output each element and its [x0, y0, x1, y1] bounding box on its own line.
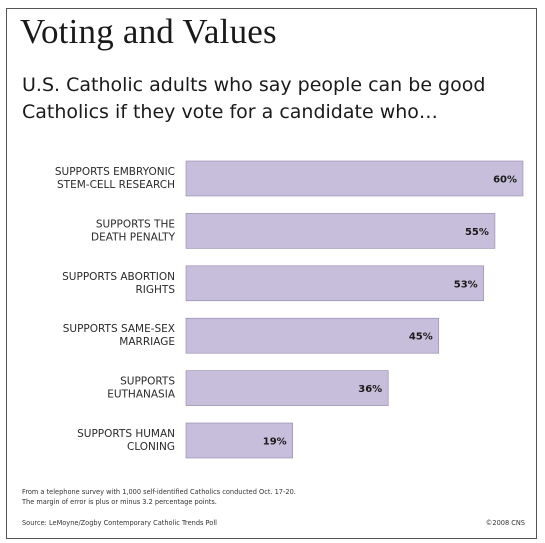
bar-chart: SUPPORTS EMBRYONIC STEM-CELL RESEARCH 60% S…	[0, 0, 545, 480]
category-label: SUPPORTS EMBRYONIC STEM-CELL RESEARCH	[55, 166, 175, 191]
survey-footnote: From a telephone survey with 1,000 self-…	[22, 487, 502, 507]
category-label: SUPPORTS EUTHANASIA	[107, 376, 176, 401]
value-label: 53%	[454, 279, 478, 290]
footnote-line-2: The margin of error is plus or minus 3.2…	[22, 498, 217, 506]
bar	[186, 213, 495, 248]
source-note: Source: LeMoyne/Zogby Contemporary Catho…	[22, 519, 217, 527]
category-label: SUPPORTS HUMAN CLONING	[77, 428, 175, 453]
bar	[186, 318, 439, 353]
value-label: 19%	[263, 437, 287, 448]
category-label: SUPPORTS SAME-SEX MARRIAGE	[63, 323, 175, 348]
copyright-credit: ©2008 CNS	[486, 519, 525, 527]
category-label: SUPPORTS THE DEATH PENALTY	[91, 218, 176, 243]
footnote-line-1: From a telephone survey with 1,000 self-…	[22, 488, 296, 496]
bar	[186, 266, 484, 301]
value-label: 36%	[358, 384, 382, 395]
value-label: 60%	[493, 175, 517, 186]
value-label: 45%	[409, 332, 433, 343]
category-label: SUPPORTS ABORTION RIGHTS	[62, 271, 175, 296]
bar	[186, 161, 523, 196]
value-label: 55%	[465, 227, 489, 238]
